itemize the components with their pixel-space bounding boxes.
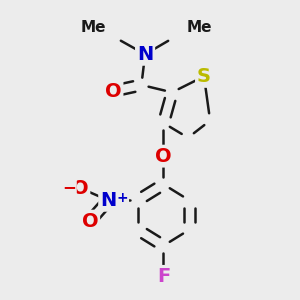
Text: F: F	[157, 267, 170, 286]
Text: N: N	[137, 45, 153, 64]
Text: +: +	[117, 191, 128, 205]
Text: O: O	[155, 147, 172, 166]
Text: −: −	[62, 178, 76, 196]
Text: Me: Me	[186, 20, 212, 35]
Text: Me: Me	[81, 20, 106, 35]
Text: S: S	[197, 67, 211, 86]
Text: O: O	[72, 178, 88, 197]
Text: O: O	[105, 82, 122, 100]
Text: O: O	[82, 212, 98, 231]
Text: N: N	[100, 191, 116, 210]
